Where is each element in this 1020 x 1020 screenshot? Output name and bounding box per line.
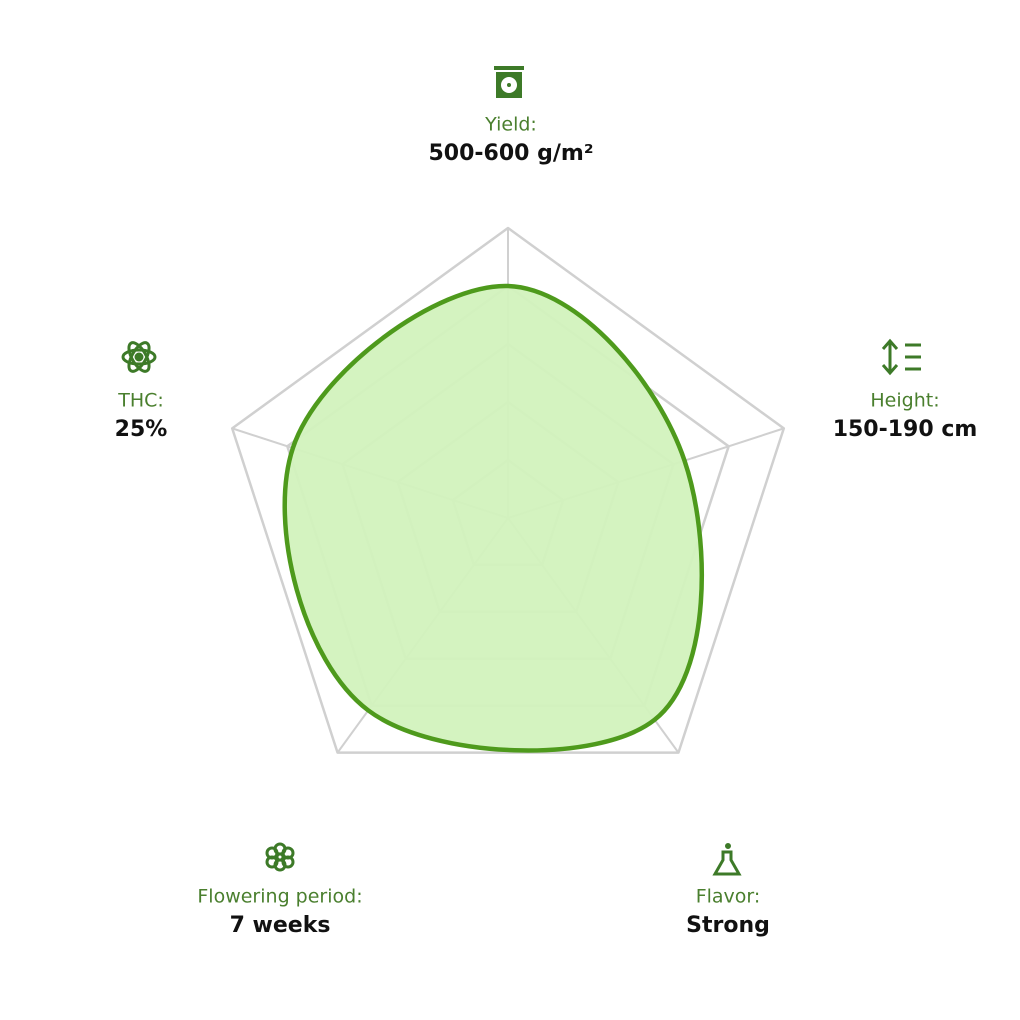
axis-label: Height: [870,390,939,412]
flower-icon [265,842,295,872]
scale-icon [494,66,524,98]
data-layer [282,283,704,753]
axis-value-text: 500-600 g/m² [429,141,594,166]
radar-area [282,283,704,753]
flask-icon [712,843,742,876]
grid-ring [230,226,786,754]
axis-value-text: Strong [686,913,770,938]
axis-label: Flavor: [696,886,761,908]
axis-label: Yield: [484,114,537,136]
axis-label: THC: [117,390,164,412]
labels: Yield: 500-600 g/m² Height: 150-190 cm Flavo… [115,114,978,939]
axis-value-text: 7 weeks [230,913,331,938]
axis-label: Flowering period: [197,886,362,908]
icons [121,66,921,876]
height-icon [881,338,921,376]
atom-icon [121,341,157,373]
axis-value-text: 150-190 cm [833,417,978,442]
axis-value-text: 25% [115,417,168,442]
